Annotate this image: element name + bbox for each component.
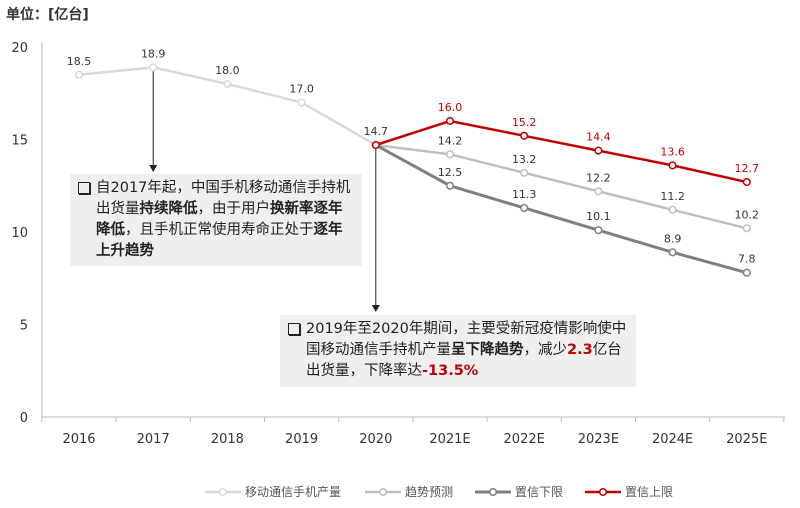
data-point: [445, 150, 455, 159]
arrowhead-icon: [149, 165, 158, 172]
series-line: [78, 66, 377, 147]
data-label: 18.0: [215, 64, 240, 77]
checkbox-bullet-icon: [78, 182, 90, 194]
data-label: 18.5: [67, 55, 92, 68]
series-line: [375, 143, 748, 275]
x-tick-label: 2018: [211, 432, 244, 447]
annotation-text: ，减少: [523, 342, 568, 358]
legend-label: 趋势预测: [405, 485, 453, 499]
annotation-2020: 2019年至2020年期间，主要受新冠疫情影响使中国移动通信手持机产量呈下降趋势…: [280, 315, 636, 387]
checkbox-bullet-icon: [288, 323, 300, 335]
data-point: [371, 141, 380, 150]
x-tick-label: 2020: [359, 432, 392, 447]
annotation-text: 亿台出货量，下降率达: [306, 342, 622, 379]
legend-marker: [598, 487, 608, 497]
data-point: [74, 70, 84, 79]
data-point: [668, 161, 677, 170]
data-point: [594, 187, 603, 196]
legend-marker: [488, 487, 498, 497]
data-point: [742, 178, 751, 187]
data-point: [594, 146, 603, 155]
arrowhead-icon: [371, 305, 380, 312]
series-line: [375, 143, 748, 230]
data-point: [149, 63, 158, 72]
data-point: [223, 79, 232, 89]
annotation-text: 自2017年起，中国手机移动通信手持机出货量: [96, 180, 351, 217]
annotation-text: 逐年上升趋势: [96, 222, 343, 259]
annotation-text: ，由于用户: [197, 201, 271, 217]
data-point: [520, 168, 529, 177]
data-label: 10.2: [735, 208, 760, 221]
data-label: 12.5: [438, 166, 463, 179]
data-label: 13.2: [512, 153, 537, 166]
data-point: [668, 248, 677, 257]
data-label: 11.3: [512, 188, 537, 201]
annotation-text: 持续降低: [139, 201, 198, 217]
data-label: 14.4: [586, 131, 611, 144]
data-label: 7.8: [738, 253, 756, 266]
data-point: [297, 98, 306, 107]
y-tick-label: 10: [11, 226, 28, 241]
annotation-text: 呈下降趋势: [451, 342, 524, 358]
data-label: 10.1: [586, 210, 611, 223]
x-tick-label: 2016: [62, 432, 95, 447]
y-tick-label: 20: [11, 41, 28, 56]
y-tick-label: 0: [20, 411, 28, 426]
data-label: 15.2: [512, 116, 537, 129]
x-tick-label: 2022E: [504, 432, 545, 447]
legend-label: 移动通信手机产量: [245, 485, 341, 499]
data-label: 17.0: [289, 83, 314, 96]
data-label: 16.0: [438, 101, 463, 114]
data-point: [445, 181, 455, 190]
x-tick-label: 2024E: [652, 432, 693, 447]
data-point: [742, 224, 751, 233]
data-label: 8.9: [664, 232, 682, 245]
annotation-text: 2.3: [567, 342, 593, 358]
annotation-text: ，且手机正常使用寿命正处于: [125, 222, 314, 238]
annotation-text: 2019年至2020年期间，主要受新冠疫情影响使中国移动通信手持机产量: [306, 321, 627, 358]
x-tick-label: 2021E: [429, 432, 470, 447]
data-point: [742, 268, 751, 277]
data-label: 13.6: [660, 145, 685, 158]
x-tick-label: 2017: [137, 432, 170, 447]
data-point: [668, 205, 677, 214]
data-point: [445, 116, 455, 126]
data-label: 14.7: [364, 125, 389, 138]
data-label: 11.2: [660, 190, 685, 203]
annotation-text: 换新率逐年降低: [96, 201, 343, 238]
data-point: [594, 226, 603, 235]
legend-marker: [378, 487, 388, 497]
data-point: [520, 131, 529, 140]
x-tick-label: 2019: [285, 432, 318, 447]
data-label: 12.7: [735, 162, 760, 175]
data-label: 18.9: [141, 47, 166, 60]
annotation-2017: 自2017年起，中国手机移动通信手持机出货量持续降低，由于用户换新率逐年降低，且…: [70, 174, 362, 266]
y-tick-label: 5: [20, 319, 28, 334]
unit-label: 单位：[亿台]: [6, 7, 89, 23]
y-tick-label: 15: [11, 134, 28, 149]
x-tick-label: 2023E: [578, 432, 619, 447]
data-label: 14.2: [438, 134, 463, 147]
series-line: [375, 119, 748, 184]
x-tick-label: 2025E: [726, 432, 767, 447]
data-label: 12.2: [586, 171, 611, 184]
legend-label: 置信下限: [515, 485, 563, 499]
data-point: [520, 203, 529, 212]
annotation-text: -13.5%: [422, 363, 479, 379]
legend-marker: [218, 487, 228, 497]
legend-label: 置信上限: [625, 485, 673, 499]
